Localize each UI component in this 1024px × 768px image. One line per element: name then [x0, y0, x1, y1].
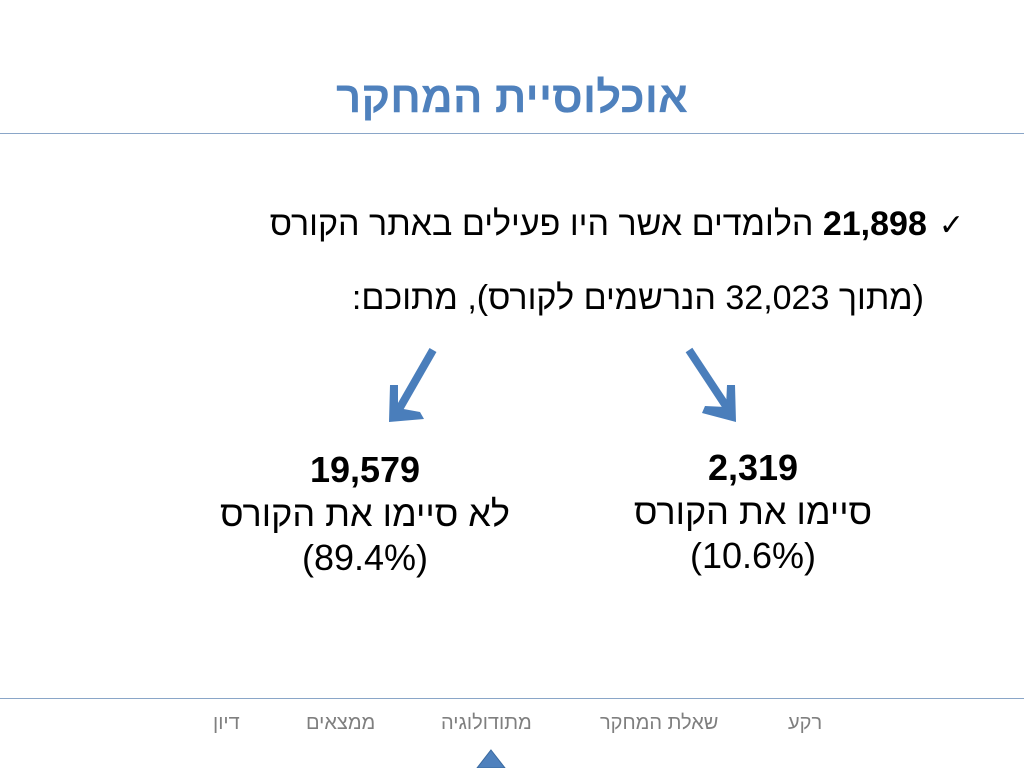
active-learners-count: 21,898 — [822, 205, 927, 243]
not-completed-percent: (89.4%) — [301, 537, 429, 578]
slide-title: אוכלוסיית המחקר — [336, 73, 688, 122]
not-completed-label: לא סיימו את הקורס — [219, 493, 510, 534]
arrow-down-right-icon — [685, 347, 736, 422]
not-completed-stat: 19,579 לא סיימו את הקורס (89.4%) — [205, 448, 525, 580]
nav-item-methodology[interactable]: מתודולוגיה — [441, 712, 532, 734]
not-completed-count: 19,579 — [309, 449, 421, 490]
completed-label: סיימו את הקורס — [633, 491, 873, 532]
nav-item-findings[interactable]: ממצאים — [306, 712, 376, 734]
bullet-main: ✓ 21,898 הלומדים אשר היו פעילים באתר הקור… — [270, 200, 964, 250]
active-learners-text: הלומדים אשר היו פעילים באתר הקורס — [269, 205, 814, 243]
arrow-down-left-icon — [389, 348, 437, 422]
footer-divider — [0, 698, 1024, 699]
completed-stat: 2,319 סיימו את הקורס (10.6%) — [593, 446, 913, 578]
active-section-indicator-icon — [476, 749, 506, 768]
nav-item-discussion[interactable]: דיון — [213, 712, 240, 734]
completed-count: 2,319 — [707, 447, 799, 488]
checkmark-icon: ✓ — [938, 209, 964, 242]
registered-subtext: (מתוך 32,023 הנרשמים לקורס), מתוכם: — [351, 279, 924, 317]
completed-percent: (10.6%) — [689, 535, 817, 576]
nav-item-research-question[interactable]: שאלת המחקר — [600, 712, 719, 734]
nav-item-background[interactable]: רקע — [788, 712, 823, 734]
title-divider — [0, 133, 1024, 134]
